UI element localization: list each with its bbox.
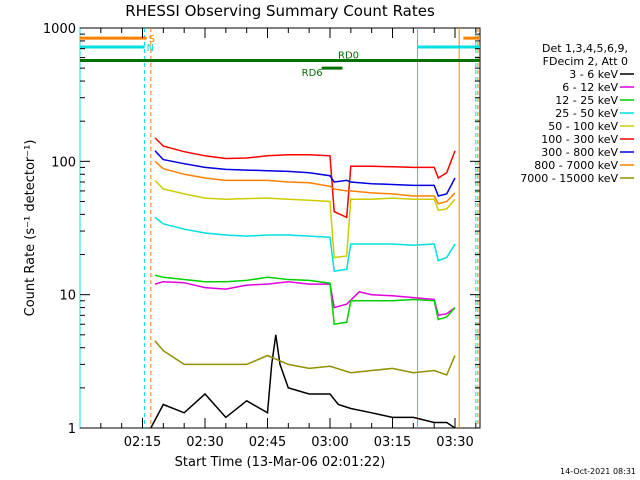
- series-line: [154, 340, 456, 376]
- x-tick-label: 02:30: [186, 435, 223, 450]
- series-line: [154, 216, 456, 273]
- legend-header: FDecim 2, Att 0: [543, 55, 628, 68]
- legend-entry-label: 7000 - 15000 keV: [520, 172, 618, 185]
- vertical-markers: [79, 28, 479, 428]
- series-line: [154, 137, 456, 219]
- x-tick-label: 03:30: [436, 435, 473, 450]
- y-tick-label: 100: [51, 155, 76, 170]
- status-bar-label: RD0: [338, 51, 359, 62]
- status-bar-label: N: [147, 43, 154, 54]
- series-line: [154, 179, 456, 259]
- date-stamp: 14-Oct-2021 08:31: [560, 467, 636, 476]
- series-line: [154, 274, 456, 326]
- legend-entry-label: 3 - 6 keV: [569, 68, 618, 81]
- status-bar-label: S: [149, 34, 155, 45]
- series-lines: [150, 137, 456, 429]
- series-line: [154, 150, 456, 197]
- y-tick-label: 1: [68, 422, 76, 437]
- legend-entry-label: 6 - 12 keV: [562, 81, 618, 94]
- series-line: [154, 160, 456, 205]
- y-axis-label: Count Rate (s⁻¹ detector⁻¹): [23, 140, 38, 317]
- y-tick-label: 1000: [43, 22, 76, 37]
- x-tick-label: 02:15: [124, 435, 161, 450]
- legend-entry-label: 300 - 800 keV: [541, 146, 618, 159]
- y-tick-label: 10: [59, 289, 76, 304]
- series-line: [154, 280, 456, 317]
- legend-entry-label: 100 - 300 keV: [541, 133, 618, 146]
- legend: Det 1,3,4,5,6,9,FDecim 2, Att 03 - 6 keV…: [520, 42, 634, 185]
- legend-entry-label: 800 - 7000 keV: [534, 159, 618, 172]
- x-axis-label: Start Time (13-Mar-06 02:01:22): [175, 455, 386, 470]
- legend-entry-label: 12 - 25 keV: [555, 94, 618, 107]
- status-bars: SN RD0 RD6: [80, 34, 480, 79]
- x-tick-label: 03:15: [374, 435, 411, 450]
- x-tick-label: 03:00: [311, 435, 348, 450]
- legend-entry-label: 50 - 100 keV: [548, 120, 618, 133]
- legend-header: Det 1,3,4,5,6,9,: [542, 42, 628, 55]
- x-tick-label: 02:45: [249, 435, 286, 450]
- legend-entry-label: 25 - 50 keV: [555, 107, 618, 120]
- tick-marks: 1 10 100 1000 02:15 02:30 02:45 03:00 03:15 03:30: [43, 22, 480, 450]
- status-bar-label: RD6: [302, 68, 323, 79]
- series-line: [150, 334, 456, 429]
- chart-title: RHESSI Observing Summary Count Rates: [125, 2, 435, 20]
